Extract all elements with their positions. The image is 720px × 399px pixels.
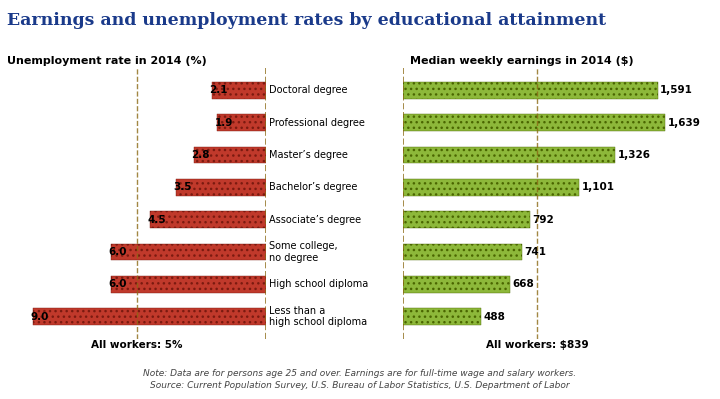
Bar — [33, 308, 266, 325]
Text: 488: 488 — [484, 312, 505, 322]
Text: Bachelor’s degree: Bachelor’s degree — [269, 182, 358, 192]
Bar — [403, 211, 530, 228]
Text: 668: 668 — [513, 279, 534, 289]
Text: 4.5: 4.5 — [147, 215, 166, 225]
Text: Less than a
high school diploma: Less than a high school diploma — [269, 306, 367, 327]
Bar — [403, 147, 616, 164]
Text: All workers: $839: All workers: $839 — [486, 340, 589, 350]
Bar — [150, 211, 266, 228]
Bar — [403, 179, 580, 196]
Text: 9.0: 9.0 — [30, 312, 49, 322]
Text: 1,591: 1,591 — [660, 85, 693, 95]
Text: Master’s degree: Master’s degree — [269, 150, 348, 160]
Text: 6.0: 6.0 — [108, 247, 127, 257]
Bar — [111, 276, 266, 292]
Text: Unemployment rate in 2014 (%): Unemployment rate in 2014 (%) — [7, 56, 207, 66]
Text: 3.5: 3.5 — [173, 182, 192, 192]
Bar — [403, 82, 658, 99]
Text: Median weekly earnings in 2014 ($): Median weekly earnings in 2014 ($) — [410, 56, 634, 66]
Bar — [217, 115, 266, 131]
Text: Note: Data are for persons age 25 and over. Earnings are for full-time wage and : Note: Data are for persons age 25 and ov… — [143, 369, 577, 378]
Bar — [176, 179, 266, 196]
Bar — [403, 276, 510, 292]
Text: Source: Current Population Survey, U.S. Bureau of Labor Statistics, U.S. Departm: Source: Current Population Survey, U.S. … — [150, 381, 570, 390]
Text: 1.9: 1.9 — [215, 118, 233, 128]
Text: 1,101: 1,101 — [582, 182, 615, 192]
Text: 741: 741 — [524, 247, 546, 257]
Text: Earnings and unemployment rates by educational attainment: Earnings and unemployment rates by educa… — [7, 12, 606, 29]
Bar — [212, 82, 266, 99]
Text: Some college,
no degree: Some college, no degree — [269, 241, 338, 263]
Bar — [403, 115, 665, 131]
Bar — [111, 243, 266, 260]
Text: Doctoral degree: Doctoral degree — [269, 85, 348, 95]
Text: All workers: 5%: All workers: 5% — [91, 340, 183, 350]
Text: 2.1: 2.1 — [210, 85, 228, 95]
Text: 792: 792 — [532, 215, 554, 225]
Text: 6.0: 6.0 — [108, 279, 127, 289]
Bar — [194, 147, 266, 164]
Text: Professional degree: Professional degree — [269, 118, 365, 128]
Text: 1,326: 1,326 — [618, 150, 651, 160]
Bar — [403, 243, 522, 260]
Text: 1,639: 1,639 — [668, 118, 701, 128]
Text: High school diploma: High school diploma — [269, 279, 369, 289]
Text: 2.8: 2.8 — [192, 150, 210, 160]
Bar — [403, 308, 481, 325]
Text: Associate’s degree: Associate’s degree — [269, 215, 361, 225]
